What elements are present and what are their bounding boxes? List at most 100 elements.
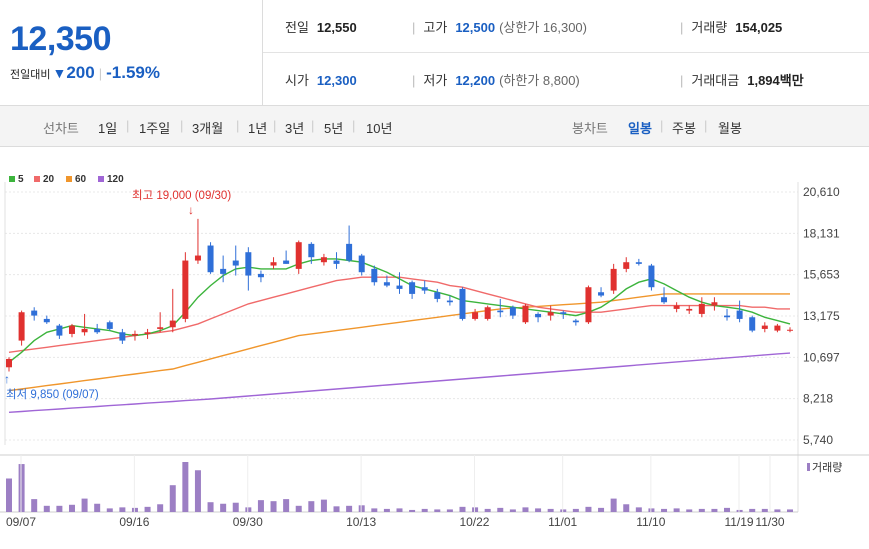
tab-candle-chart[interactable]: 봉차트 [572,121,608,136]
tab-monthly[interactable]: 월봉 [718,121,742,136]
tab-period-1y[interactable]: 1년 [248,121,268,136]
candle-body [81,328,88,333]
current-price: 12,350 [10,20,112,58]
volume-bar [711,508,718,512]
y-tick-label: 20,610 [803,185,840,199]
legend-label: 60 [75,174,87,185]
info-divider [263,52,869,53]
volume-bar [736,509,743,512]
volume-bar [308,501,315,512]
chart-tabs: 선차트 1일 | 1주일 | 3개월 | 1년 | 3년 | 5년 | 10년 … [0,106,869,147]
separator: | [680,20,684,35]
candle-body [434,292,441,299]
candle-body [787,329,793,331]
volume-bar [94,503,101,512]
volume-bar [220,503,227,512]
up-arrow-icon: ↑ [4,372,10,386]
change-label: 전일대비 [10,69,51,81]
ma120-line [8,352,791,413]
candle-body [270,262,277,266]
tab-weekly[interactable]: 주봉 [672,121,696,136]
volume-bar [610,498,617,512]
volume-bar [106,508,113,512]
candle-body [560,312,567,314]
volume-bar [635,507,642,512]
down-triangle-icon: ▼ [52,65,67,81]
tab-line-chart[interactable]: 선차트 [43,121,79,136]
candle-body [131,333,138,336]
trade-amount-value: 1,894 [747,73,780,88]
candle-body [724,315,731,318]
tab-period-3y[interactable]: 3년 [285,121,305,136]
volume-bar [68,504,75,512]
volume-bar [774,509,781,512]
candle-body [635,262,642,264]
candle-body [396,285,403,289]
volume-bar [31,499,38,512]
volume-bar [598,507,605,512]
candle-body [245,252,252,276]
tab-period-10y[interactable]: 10년 [366,121,393,136]
separator: | [660,118,664,133]
volume-bar [131,507,138,512]
x-tick-label: 09/30 [233,515,263,529]
candle-body [598,292,605,296]
x-tick-label: 09/07 [6,515,36,529]
volume-bar [396,508,403,512]
day-high: | 고가 12,500 (상한가 16,300) [412,17,587,36]
separator: | [680,73,684,88]
candle-body [43,318,50,323]
separator: | [236,118,240,133]
candle-body [648,265,655,288]
volume-bar [661,508,668,512]
trade-amount: | 거래대금 1,894백만 [680,70,804,89]
volume-bar [698,508,705,512]
x-tick-label: 11/01 [548,515,577,529]
candle-body [31,310,38,316]
volume-bar [245,507,252,512]
tab-daily[interactable]: 일봉 [628,121,652,136]
candle-body [761,325,768,329]
lower-limit: (하한가 8,800) [499,73,580,88]
tab-period-5y[interactable]: 5년 [324,121,344,136]
candle-body [169,320,176,328]
open-label: 시가 [285,73,309,88]
day-low-label: 저가 [423,73,448,88]
y-tick-label: 13,175 [803,309,840,323]
volume-bar [358,505,365,512]
change-percent: -1.59% [106,63,160,82]
volume-bar [320,499,327,512]
volume-bar [194,470,201,512]
volume-label: 거래량 [691,20,728,35]
volume-value: 154,025 [735,20,783,35]
volume-bar [472,507,479,512]
candle-body [698,303,705,314]
candle-body [686,308,693,311]
volume-bar [648,508,655,512]
candle-body [497,310,504,313]
candle-body [547,312,554,316]
tab-period-3m[interactable]: 3개월 [192,121,224,136]
volume-bar [18,464,25,512]
legend-swatch [66,176,72,182]
candle-body [194,255,201,261]
tab-period-1w[interactable]: 1주일 [139,121,171,136]
volume-bar [333,506,340,512]
legend-label: 120 [107,174,124,185]
separator: | [704,118,708,133]
volume-bar [295,505,302,512]
volume-bar [446,509,453,512]
y-tick-label: 15,653 [803,268,840,282]
tab-period-1d[interactable]: 1일 [98,121,118,136]
volume-legend-swatch [807,463,810,471]
prev-close-label: 전일 [285,20,309,35]
candle-body [661,297,668,303]
volume-bar [572,508,579,512]
day-low: | 저가 12,200 (하한가 8,800) [412,70,580,89]
volume-bar [283,499,290,512]
candle-body [623,262,630,269]
candle-body [157,327,164,329]
candle-body [18,312,25,341]
volume-bar [434,509,441,512]
